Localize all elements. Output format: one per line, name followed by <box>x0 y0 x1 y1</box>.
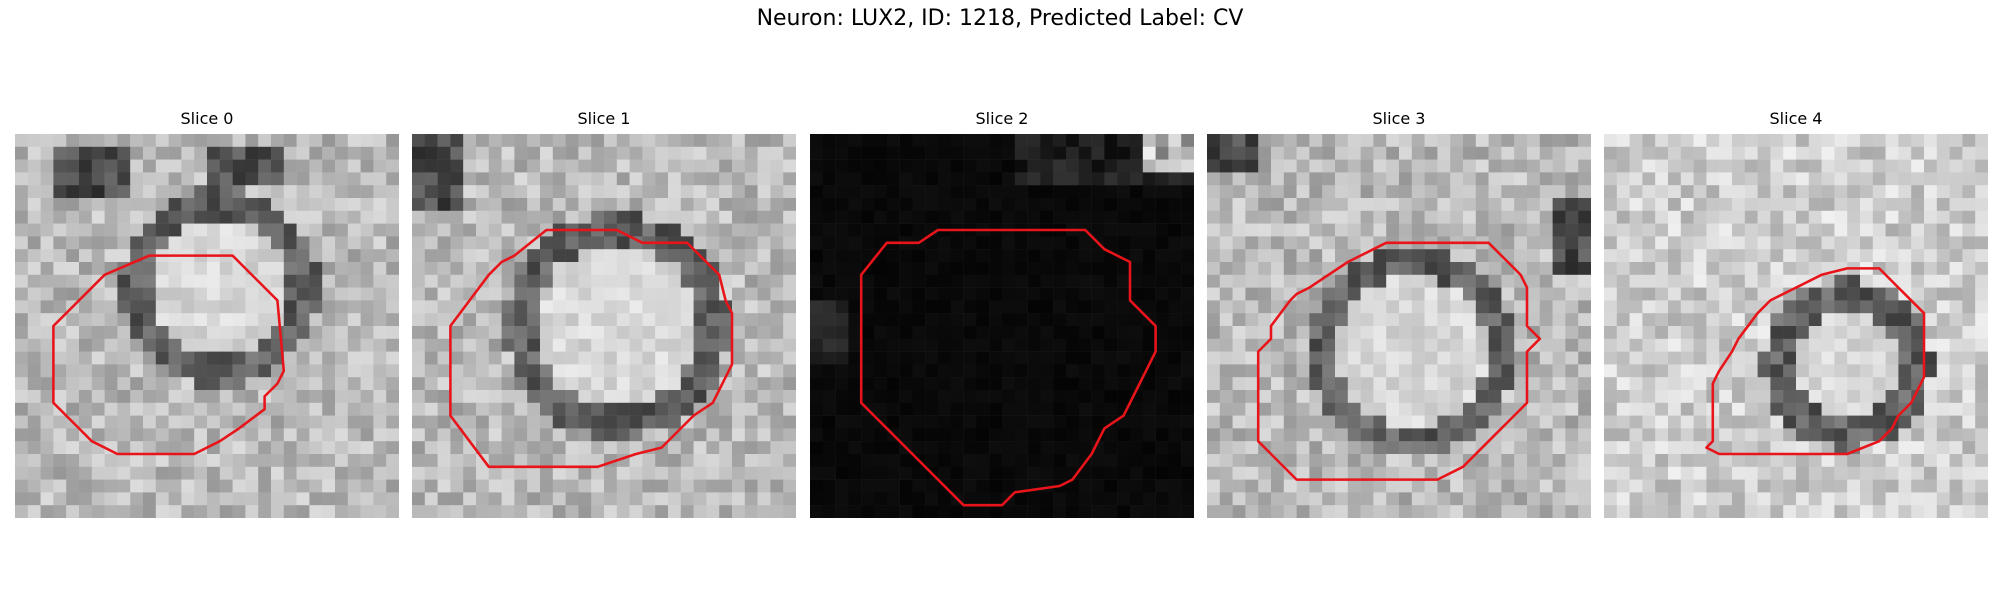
slice-image <box>1207 134 1591 518</box>
cell-contour <box>1256 241 1542 481</box>
slice-panel-2: Slice 2 <box>810 108 1194 518</box>
slice-panel-3: Slice 3 <box>1207 108 1591 518</box>
slice-title: Slice 3 <box>1372 109 1426 128</box>
slice-image <box>15 134 399 518</box>
cell-contour <box>1705 267 1926 456</box>
cell-contour <box>52 254 286 456</box>
slice-title: Slice 2 <box>975 109 1029 128</box>
slice-image <box>412 134 796 518</box>
slice-title: Slice 4 <box>1769 109 1823 128</box>
slice-panel-1: Slice 1 <box>412 108 796 518</box>
slice-title: Slice 0 <box>180 109 234 128</box>
slice-panel-4: Slice 4 <box>1604 108 1988 518</box>
cell-contour <box>449 228 734 469</box>
slice-title: Slice 1 <box>577 109 631 128</box>
slice-image <box>1604 134 1988 518</box>
cell-contour <box>859 228 1157 507</box>
slice-panel-0: Slice 0 <box>15 108 399 518</box>
slice-image <box>810 134 1194 518</box>
figure-title: Neuron: LUX2, ID: 1218, Predicted Label:… <box>756 6 1244 31</box>
